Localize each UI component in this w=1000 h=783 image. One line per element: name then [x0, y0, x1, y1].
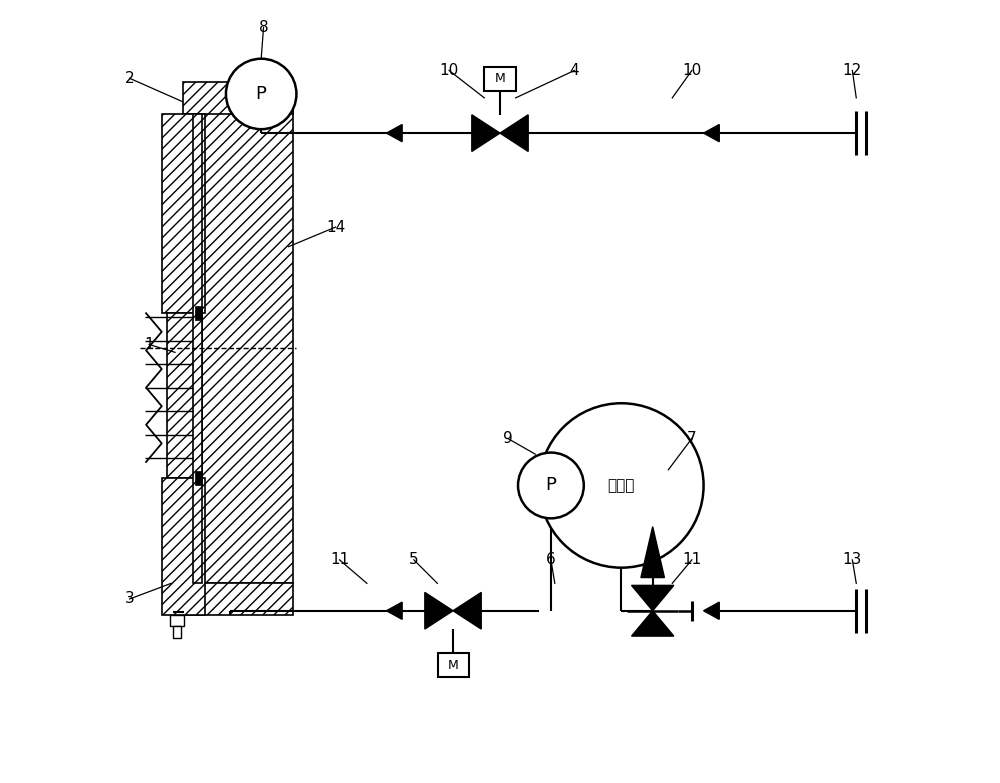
Bar — [484, 67, 516, 91]
Text: M: M — [495, 72, 505, 85]
Text: 3: 3 — [125, 591, 135, 607]
Polygon shape — [632, 611, 674, 636]
Circle shape — [226, 59, 296, 129]
Text: 1: 1 — [144, 337, 154, 352]
Bar — [170, 615, 184, 626]
Text: 稳压罐: 稳压罐 — [608, 478, 635, 493]
Bar — [438, 653, 469, 677]
Polygon shape — [425, 593, 453, 629]
Bar — [183, 82, 293, 114]
Text: 8: 8 — [259, 20, 268, 35]
Circle shape — [518, 453, 584, 518]
Text: M: M — [448, 659, 458, 672]
Text: 10: 10 — [439, 63, 459, 78]
Polygon shape — [453, 593, 481, 629]
Text: 10: 10 — [682, 63, 701, 78]
Polygon shape — [704, 602, 719, 619]
Polygon shape — [641, 527, 664, 578]
Bar — [179, 583, 293, 615]
Text: 2: 2 — [125, 70, 134, 86]
Text: 4: 4 — [570, 63, 579, 78]
Text: 11: 11 — [682, 552, 701, 568]
Circle shape — [539, 403, 704, 568]
Bar — [167, 313, 202, 478]
Bar — [162, 114, 205, 313]
Bar — [202, 94, 293, 583]
Text: 11: 11 — [330, 552, 349, 568]
Text: 9: 9 — [503, 431, 513, 446]
Polygon shape — [472, 115, 500, 151]
Text: 13: 13 — [843, 552, 862, 568]
Text: 14: 14 — [326, 219, 345, 235]
Bar — [173, 626, 181, 638]
Text: P: P — [256, 85, 267, 103]
Polygon shape — [632, 586, 674, 611]
Bar — [162, 478, 205, 615]
Text: 7: 7 — [687, 431, 697, 446]
Text: P: P — [545, 477, 556, 494]
Bar — [193, 114, 202, 583]
Polygon shape — [704, 124, 719, 142]
Text: 5: 5 — [409, 552, 419, 568]
Polygon shape — [386, 602, 402, 619]
Bar — [195, 471, 202, 485]
Bar — [195, 306, 202, 320]
Polygon shape — [386, 124, 402, 142]
Text: 12: 12 — [843, 63, 862, 78]
Polygon shape — [500, 115, 528, 151]
Text: 6: 6 — [546, 552, 556, 568]
